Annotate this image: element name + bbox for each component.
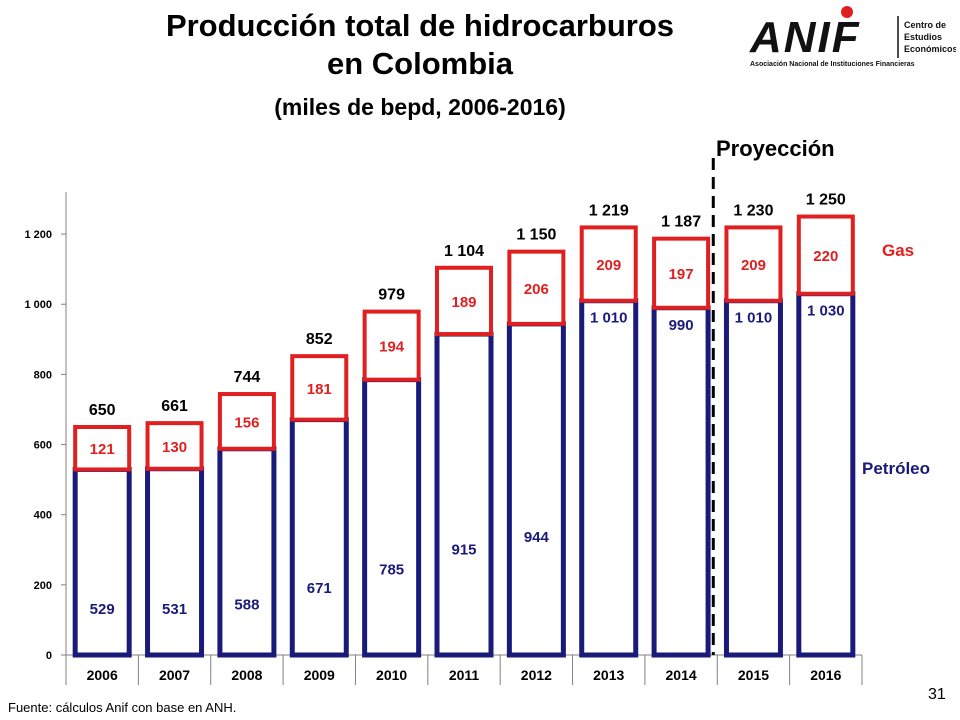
projection-label: Proyección [716, 136, 835, 161]
legend-petroleo: Petróleo [862, 459, 930, 478]
data-label-petroleo: 915 [451, 541, 476, 558]
bar-gas [579, 225, 638, 303]
bar-gas [724, 225, 783, 303]
bar-petroleo [434, 331, 494, 658]
bar-gas [652, 236, 711, 310]
data-label-total: 661 [161, 398, 188, 415]
data-label-gas: 181 [307, 381, 332, 398]
data-label-gas: 156 [234, 414, 259, 431]
bar-petroleo [723, 298, 783, 658]
x-tick-label: 2011 [449, 667, 480, 683]
bar-petroleo [217, 446, 277, 658]
logo-tagline: Asociación Nacional de Instituciones Fin… [750, 61, 915, 68]
data-label-total: 1 150 [516, 227, 556, 244]
data-label-gas: 121 [90, 441, 115, 458]
data-label-petroleo: 529 [90, 601, 115, 618]
y-tick-label: 1 200 [24, 229, 52, 241]
data-label-petroleo: 588 [234, 597, 259, 614]
bar-gas [290, 354, 349, 422]
data-label-petroleo: 1 030 [807, 303, 845, 320]
data-label-total: 650 [89, 402, 116, 419]
data-label-petroleo: 1 010 [735, 310, 773, 327]
data-label-petroleo: 531 [162, 601, 187, 618]
y-tick-label: 600 [34, 440, 52, 452]
x-tick-label: 2014 [666, 667, 697, 683]
bar-gas [362, 309, 421, 382]
data-label-gas: 189 [451, 294, 476, 311]
data-label-petroleo: 944 [524, 529, 550, 546]
bar-gas [217, 392, 276, 451]
legend-gas: Gas [882, 241, 914, 260]
logo-side-text-1: Centro de [904, 20, 946, 30]
page-number: 31 [928, 686, 946, 703]
bar-petroleo [796, 291, 856, 658]
bar-petroleo [289, 417, 349, 658]
bar-petroleo [651, 305, 711, 658]
bar-petroleo [579, 298, 639, 658]
x-tick-label: 2009 [304, 667, 335, 683]
x-tick-label: 2008 [231, 667, 262, 683]
data-label-petroleo: 1 010 [590, 310, 628, 327]
chart-title-line2: en Colombia [326, 46, 513, 81]
data-label-total: 1 230 [733, 202, 773, 219]
x-tick-label: 2015 [738, 667, 769, 683]
x-tick-label: 2007 [159, 667, 190, 683]
y-tick-label: 0 [46, 650, 52, 662]
data-label-total: 1 219 [589, 202, 629, 219]
bar-petroleo [506, 321, 566, 658]
data-label-gas: 209 [596, 257, 621, 274]
data-label-petroleo: 785 [379, 561, 404, 578]
anif-logo: ANIF Asociación Nacional de Institucione… [749, 6, 956, 68]
bar-gas [73, 425, 132, 472]
logo-dot-icon [841, 6, 853, 18]
data-label-petroleo: 671 [307, 580, 332, 597]
y-tick-label: 1 000 [24, 299, 52, 311]
data-label-total: 1 187 [661, 214, 701, 231]
chart-subtitle: (miles de bepd, 2006-2016) [274, 94, 566, 120]
data-label-total: 1 250 [806, 192, 846, 209]
data-label-petroleo: 990 [669, 317, 694, 334]
data-label-gas: 209 [741, 257, 766, 274]
logo-side-text-2: Estudios [904, 32, 942, 42]
bar-gas [145, 421, 204, 471]
bar-gas [435, 265, 493, 337]
y-tick-label: 800 [34, 369, 52, 381]
y-tick-label: 400 [34, 510, 52, 522]
data-label-gas: 197 [669, 266, 694, 283]
data-label-gas: 220 [813, 248, 838, 265]
bar-gas [796, 214, 855, 296]
chart-title: Producción total de hidrocarburos [165, 8, 675, 43]
x-tick-label: 2016 [810, 667, 841, 683]
data-label-gas: 206 [524, 281, 549, 298]
x-tick-label: 2012 [521, 667, 552, 683]
x-tick-label: 2010 [376, 667, 407, 683]
bar-petroleo [145, 466, 205, 658]
x-tick-label: 2013 [593, 667, 624, 683]
bar-gas [507, 249, 566, 326]
bar-petroleo [72, 466, 132, 658]
data-label-gas: 194 [379, 339, 405, 356]
source-footer: Fuente: cálculos Anif con base en ANH. [8, 700, 237, 715]
x-tick-label: 2006 [87, 667, 118, 683]
data-label-total: 852 [306, 331, 333, 348]
data-label-total: 744 [234, 369, 261, 386]
data-label-total: 1 104 [444, 243, 484, 260]
bar-petroleo [362, 377, 422, 658]
y-tick-label: 200 [34, 580, 52, 592]
logo-wordmark: ANIF [749, 13, 861, 62]
logo-side-text-3: Económicos [904, 44, 956, 54]
data-label-gas: 130 [162, 439, 187, 456]
data-label-total: 979 [378, 287, 405, 304]
